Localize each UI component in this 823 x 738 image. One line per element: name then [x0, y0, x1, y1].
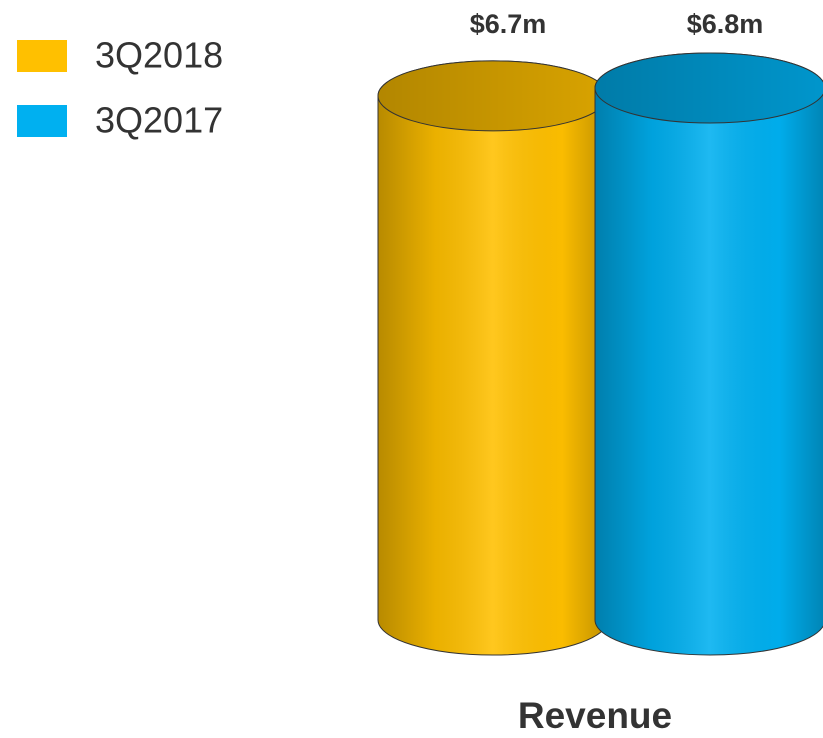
- legend-swatch: [17, 105, 67, 137]
- cylinder-bar: [594, 52, 823, 656]
- cylinder-shade: [594, 52, 823, 656]
- value-label: $6.8m: [687, 9, 764, 39]
- value-label: $6.7m: [470, 9, 547, 39]
- legend-label: 3Q2018: [95, 35, 223, 76]
- cylinder-shade: [377, 60, 609, 656]
- cylinder-top-shade: [594, 52, 823, 124]
- legend-label: 3Q2017: [95, 100, 223, 141]
- cylinder-top-shade: [377, 60, 609, 132]
- cylinder-bar: [377, 60, 609, 656]
- category-label: Revenue: [518, 695, 672, 736]
- legend-swatch: [17, 40, 67, 72]
